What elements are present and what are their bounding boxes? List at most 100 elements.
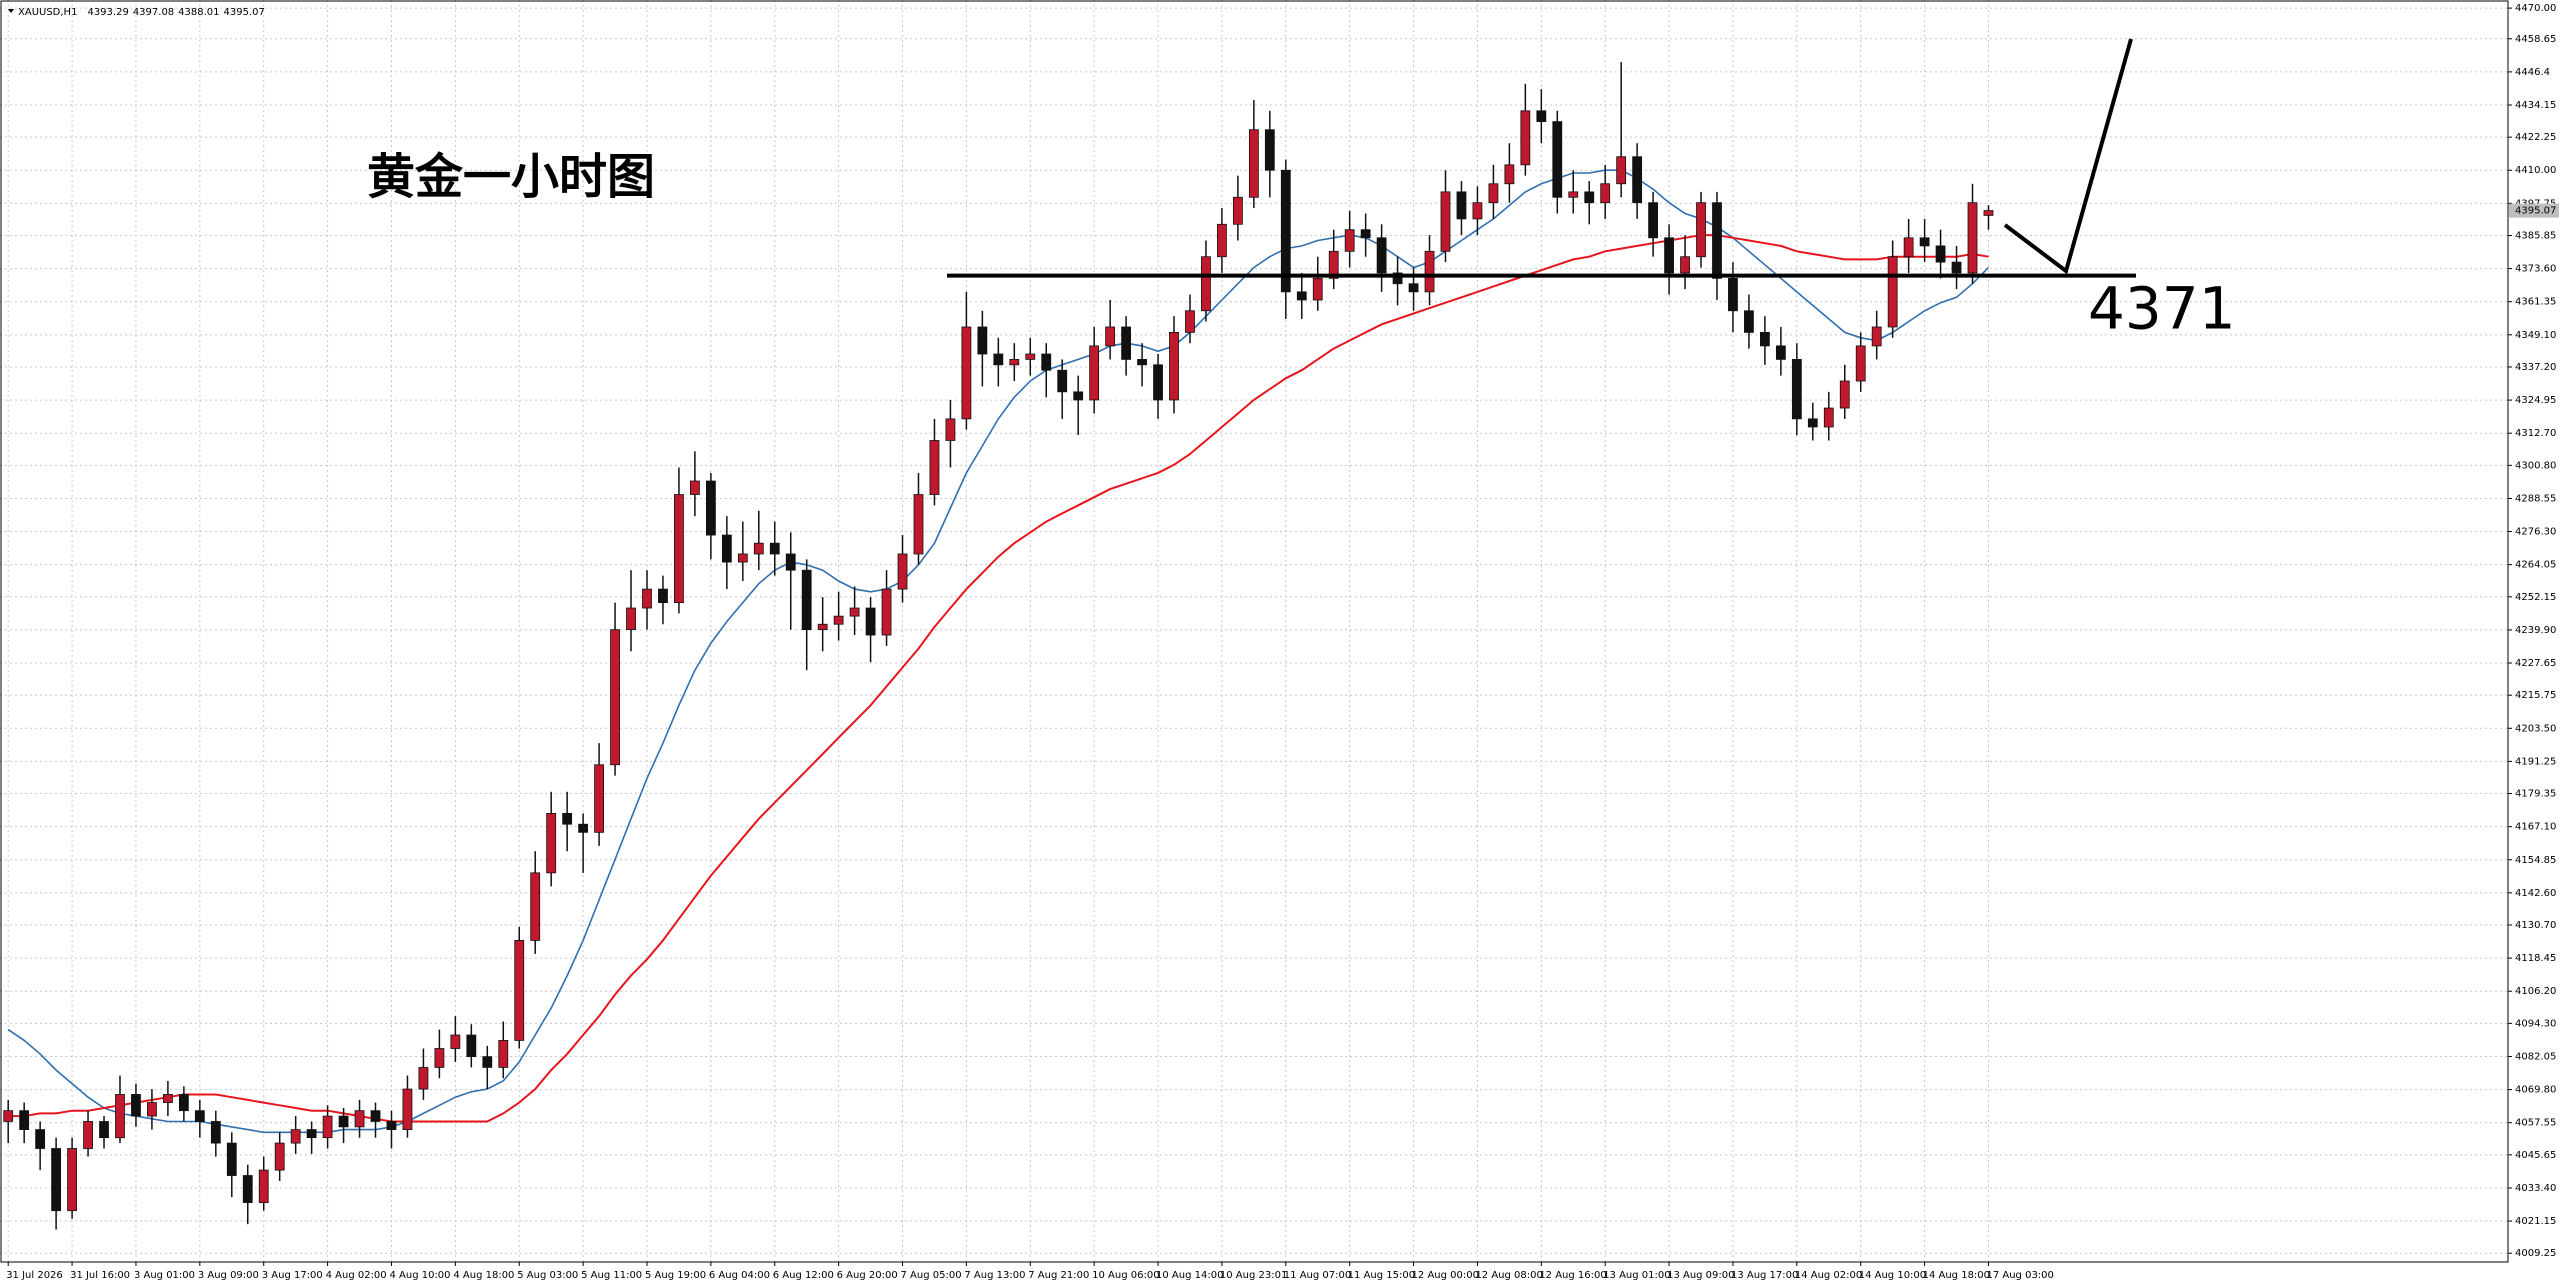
candle-body <box>897 553 908 590</box>
y-tick-label: 4082.05 <box>2515 1051 2556 1062</box>
candle-body <box>1536 110 1547 123</box>
candle-body <box>242 1175 253 1203</box>
x-tick-label: 11 Aug 07:00 <box>1284 1270 1351 1281</box>
level-label: 4371 <box>2088 275 2236 343</box>
y-tick-label: 4130.70 <box>2515 920 2556 931</box>
candle-body <box>1296 291 1307 301</box>
candle-body <box>402 1088 413 1130</box>
candle-body <box>514 940 525 1041</box>
candle-body <box>1648 202 1659 239</box>
candle-body <box>833 615 844 625</box>
y-tick-label: 4057.55 <box>2515 1118 2556 1129</box>
candle-body <box>210 1121 221 1144</box>
x-tick-label: 14 Aug 10:00 <box>1859 1270 1926 1281</box>
candle-body <box>1935 245 1946 263</box>
candle-body <box>1360 229 1371 239</box>
x-tick-label: 5 Aug 03:00 <box>517 1270 578 1281</box>
candle-body <box>1217 223 1227 258</box>
candle-body <box>1823 407 1834 428</box>
y-tick-label: 4434.15 <box>2515 100 2556 111</box>
candle-body <box>1232 196 1243 225</box>
y-tick-label: 4470.00 <box>2515 3 2556 14</box>
x-tick-label: 14 Aug 18:00 <box>1923 1270 1990 1281</box>
candle-body <box>226 1142 237 1176</box>
y-tick-label: 4458.65 <box>2515 34 2556 45</box>
candle-body <box>610 629 620 766</box>
y-tick-label: 4337.20 <box>2515 362 2556 373</box>
candle-body <box>626 607 636 631</box>
candle-body <box>370 1110 381 1122</box>
x-tick-label: 6 Aug 20:00 <box>837 1270 898 1281</box>
candle-body <box>865 607 876 636</box>
y-tick-label: 4094.30 <box>2515 1018 2556 1029</box>
x-tick-label: 5 Aug 19:00 <box>645 1270 706 1281</box>
candle-body <box>194 1110 205 1122</box>
candle-body <box>1376 237 1387 274</box>
candle-body <box>83 1121 93 1149</box>
current-price-label: 4395.07 <box>2515 206 2556 217</box>
x-tick-label: 12 Aug 00:00 <box>1412 1270 1479 1281</box>
candle-body <box>690 480 700 495</box>
candle-body <box>1025 353 1036 360</box>
candle-body <box>1712 202 1722 279</box>
x-tick-label: 10 Aug 23:01 <box>1220 1270 1287 1281</box>
candle-body <box>1632 156 1643 204</box>
candle-body <box>737 553 748 563</box>
candle-body <box>1280 169 1291 293</box>
candle-body <box>322 1115 333 1139</box>
candle-body <box>1983 210 1994 216</box>
candle-body <box>1105 326 1116 347</box>
candle-body <box>1728 277 1738 312</box>
candle-body <box>1903 237 1914 258</box>
candle-body <box>162 1094 173 1103</box>
y-tick-label: 4276.30 <box>2515 527 2556 538</box>
x-tick-label: 4 Aug 10:00 <box>389 1270 450 1281</box>
plot-frame <box>0 0 2509 1263</box>
x-tick-label: 10 Aug 06:00 <box>1092 1270 1159 1281</box>
candle-body <box>258 1169 269 1203</box>
candle-body <box>993 353 1004 366</box>
candle-body <box>450 1034 461 1049</box>
candle-body <box>1456 191 1467 220</box>
x-tick-label: 12 Aug 16:00 <box>1539 1270 1606 1281</box>
x-tick-label: 3 Aug 17:00 <box>262 1270 323 1281</box>
candle-body <box>1791 359 1802 420</box>
forecast-arrow <box>2003 38 2133 275</box>
candle-body <box>3 1110 14 1122</box>
candle-body <box>562 813 573 825</box>
y-tick-label: 4361.35 <box>2515 297 2556 308</box>
candle-body <box>801 569 812 631</box>
y-tick-label: 4179.35 <box>2515 789 2556 800</box>
x-tick-label: 10 Aug 14:00 <box>1156 1270 1223 1281</box>
y-tick-label: 4009.25 <box>2515 1248 2556 1259</box>
candle-body <box>594 764 604 833</box>
candle-body <box>817 623 828 631</box>
candle-body <box>1185 310 1195 333</box>
candle-body <box>1887 256 1898 328</box>
chart-header: XAUUSD,H1 4393.29 4397.08 4388.01 4395.07 <box>18 7 265 18</box>
moving-average <box>7 169 1990 1134</box>
y-tick-label: 4021.15 <box>2515 1216 2556 1227</box>
candle-body <box>1680 256 1690 274</box>
candle-body <box>1169 331 1179 401</box>
candle-body <box>1440 191 1451 252</box>
candle-body <box>1775 345 1786 360</box>
y-tick-label: 4349.10 <box>2515 330 2556 341</box>
candle-body <box>578 823 589 833</box>
candle-body <box>1121 326 1131 360</box>
candle-body <box>642 588 652 609</box>
candle-body <box>977 326 988 355</box>
y-tick-label: 4118.45 <box>2515 953 2556 964</box>
menu-arrow <box>8 9 14 13</box>
candle-body <box>67 1148 77 1212</box>
x-tick-label: 14 Aug 02:00 <box>1795 1270 1862 1281</box>
candle-body <box>1153 364 1163 401</box>
candle-body <box>1009 359 1020 366</box>
candle-body <box>434 1048 445 1068</box>
candle-body <box>1328 250 1339 279</box>
x-tick-label: 31 Jul 2026 <box>6 1270 63 1281</box>
y-tick-label: 4300.80 <box>2515 460 2556 471</box>
candle-body <box>1424 250 1435 293</box>
candle-body <box>131 1094 141 1117</box>
x-tick-label: 7 Aug 21:00 <box>1028 1270 1089 1281</box>
